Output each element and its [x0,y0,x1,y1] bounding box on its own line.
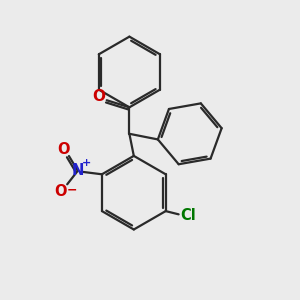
Text: O: O [57,142,69,157]
Text: −: − [67,183,77,196]
Text: O: O [93,88,106,104]
Text: +: + [81,158,91,167]
Text: Cl: Cl [181,208,196,223]
Text: N: N [72,163,84,178]
Text: O: O [55,184,67,199]
